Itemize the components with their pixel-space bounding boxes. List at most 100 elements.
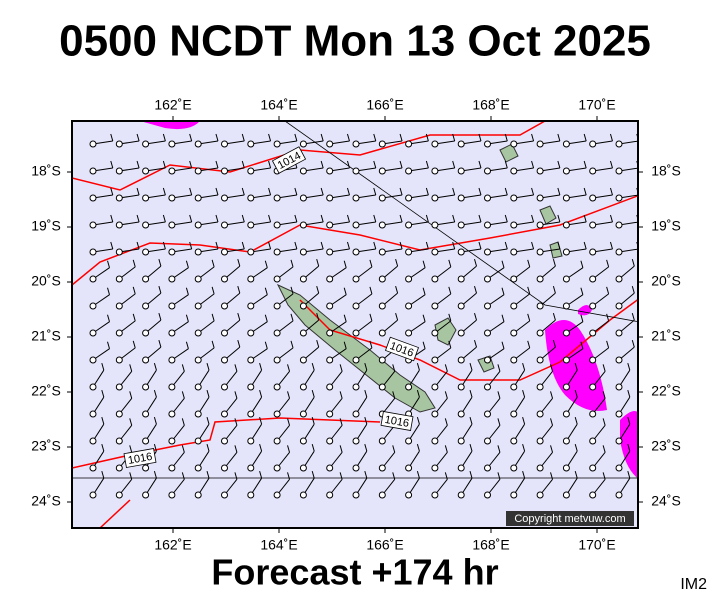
station: [168, 410, 176, 418]
station: [247, 194, 255, 202]
barb-flag: [181, 418, 185, 426]
station: [168, 464, 176, 472]
barb-flag: [346, 133, 350, 142]
barb-flag: [181, 445, 185, 453]
barb-flag: [527, 340, 531, 349]
station: [326, 410, 334, 418]
barb-flag: [557, 160, 561, 169]
station: [247, 356, 255, 364]
station: [510, 248, 518, 256]
station: [615, 410, 623, 418]
lat-label: 21˚S: [31, 328, 61, 344]
isobar-label-box: [384, 336, 420, 362]
barb-flag: [469, 471, 473, 479]
barb-flag: [574, 471, 578, 479]
barb-flag: [478, 241, 482, 250]
station: [484, 356, 491, 364]
barb-flag: [627, 390, 631, 398]
barb-flag: [181, 364, 185, 372]
barb-flag: [416, 363, 420, 371]
barb-flag: [110, 187, 114, 196]
rain-area: [620, 411, 638, 479]
station: [405, 437, 413, 445]
station: [589, 410, 597, 418]
barb-flag: [364, 390, 368, 398]
station: [194, 437, 202, 445]
barb-flag: [364, 444, 368, 452]
barb-flag: [583, 187, 587, 196]
barb-flag: [110, 214, 114, 223]
barb-flag: [316, 312, 320, 321]
lat-label: 18˚S: [31, 163, 61, 179]
station: [589, 329, 597, 337]
barb-flag: [416, 417, 420, 425]
barb-flag: [504, 160, 508, 169]
barb-flag: [237, 258, 241, 267]
station: [247, 167, 255, 175]
barb-flag: [101, 363, 105, 371]
barb-flag: [264, 341, 268, 349]
station: [378, 194, 386, 202]
barb-flag: [153, 363, 157, 371]
barb-flag: [448, 259, 452, 268]
barb-flag: [290, 286, 294, 295]
barb-flag: [110, 160, 114, 169]
barb-flag: [522, 363, 526, 371]
lon-label: 166˚E: [366, 97, 403, 113]
station: [589, 194, 597, 202]
barb-flag: [425, 160, 429, 169]
isobar-label-box: [123, 448, 157, 468]
station: [431, 464, 439, 472]
station: [562, 194, 570, 202]
station: [510, 491, 518, 499]
station: [194, 248, 202, 256]
station: [299, 167, 307, 175]
barb-flag: [101, 417, 105, 425]
barb-flag: [627, 471, 631, 479]
station: [221, 248, 228, 256]
barb-flag: [294, 214, 298, 223]
barb-flag: [241, 160, 245, 169]
station: [115, 302, 123, 310]
barb-flag: [583, 133, 587, 142]
barb-flag: [268, 160, 272, 169]
station: [589, 221, 597, 229]
lat-label: 23˚S: [31, 438, 61, 454]
barb-flag: [101, 444, 105, 452]
station: [352, 275, 360, 283]
station: [299, 437, 307, 445]
barb-flag: [158, 258, 162, 267]
barb-flag: [316, 258, 320, 267]
station: [510, 302, 518, 310]
barb-flag: [215, 160, 219, 169]
title: 0500 NCDT Mon 13 Oct 2025: [59, 17, 651, 66]
barb-flag: [215, 214, 219, 223]
station: [431, 410, 439, 418]
station: [326, 302, 334, 310]
barb-flag: [189, 133, 193, 142]
station: [405, 329, 413, 337]
barb-flag: [311, 390, 315, 398]
station: [194, 275, 202, 283]
station: [510, 329, 518, 337]
lat-label: 22˚S: [651, 383, 681, 399]
station: [247, 140, 255, 148]
lon-label: 170˚E: [578, 97, 615, 113]
station: [589, 491, 597, 499]
barb-flag: [399, 214, 403, 223]
barb-flag: [268, 214, 272, 223]
barb-flag: [469, 417, 473, 425]
barb-flag: [234, 364, 238, 372]
barb-flag: [609, 241, 613, 250]
station: [431, 491, 439, 499]
barb-flag: [346, 241, 350, 250]
station: [247, 491, 255, 499]
barb-flag: [211, 340, 215, 349]
station: [536, 491, 544, 499]
barb-flag: [264, 260, 268, 268]
barb-flag: [294, 187, 298, 196]
barb-flag: [369, 286, 373, 295]
barb-flag: [206, 390, 210, 398]
station: [299, 329, 307, 337]
station: [168, 491, 176, 499]
